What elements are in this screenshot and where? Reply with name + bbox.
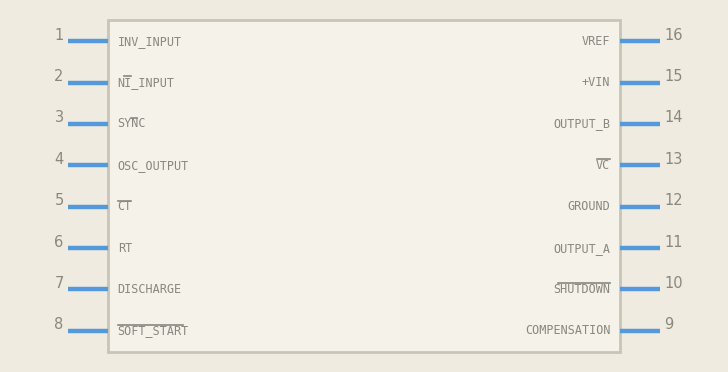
Text: RT: RT: [118, 241, 132, 254]
Text: COMPENSATION: COMPENSATION: [525, 324, 610, 337]
Text: 8: 8: [55, 317, 64, 333]
Text: 1: 1: [55, 28, 64, 43]
Text: OUTPUT_A: OUTPUT_A: [553, 241, 610, 254]
Text: 13: 13: [664, 152, 683, 167]
Text: NI_INPUT: NI_INPUT: [118, 76, 175, 89]
Text: 7: 7: [55, 276, 64, 291]
Text: DISCHARGE: DISCHARGE: [118, 283, 182, 296]
Text: 12: 12: [664, 193, 683, 208]
Text: VC: VC: [596, 159, 610, 172]
Text: SOFT_START: SOFT_START: [118, 324, 189, 337]
Text: 11: 11: [664, 235, 683, 250]
Text: OSC_OUTPUT: OSC_OUTPUT: [118, 159, 189, 172]
Text: SYNC: SYNC: [118, 118, 146, 131]
Text: +VIN: +VIN: [582, 76, 610, 89]
Text: 4: 4: [55, 152, 64, 167]
Text: VREF: VREF: [582, 35, 610, 48]
Text: GROUND: GROUND: [568, 200, 610, 213]
Text: 10: 10: [664, 276, 683, 291]
Bar: [108, 20, 620, 352]
Text: INV_INPUT: INV_INPUT: [118, 35, 182, 48]
Text: 9: 9: [664, 317, 673, 333]
Text: 2: 2: [55, 69, 64, 84]
Text: OUTPUT_B: OUTPUT_B: [553, 118, 610, 131]
Text: SHUTDOWN: SHUTDOWN: [553, 283, 610, 296]
Text: 3: 3: [55, 110, 64, 125]
Text: CT: CT: [118, 200, 132, 213]
Text: 5: 5: [55, 193, 64, 208]
Text: 6: 6: [55, 235, 64, 250]
Text: 16: 16: [664, 28, 683, 43]
Text: 14: 14: [664, 110, 683, 125]
Text: 15: 15: [664, 69, 683, 84]
